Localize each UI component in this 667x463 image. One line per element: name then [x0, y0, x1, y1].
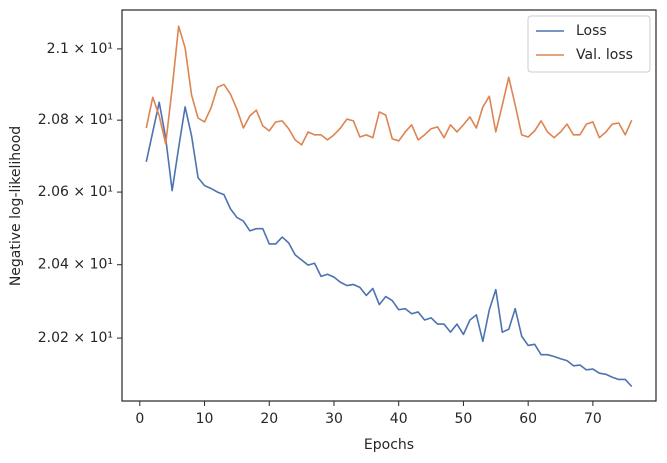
y-tick-label: 2.1 × 10¹: [47, 41, 113, 57]
x-axis-label: Epochs: [364, 437, 414, 453]
x-tick-label: 70: [584, 411, 602, 427]
x-tick-label: 40: [390, 411, 408, 427]
legend-box: [527, 15, 651, 73]
plot-frame: [121, 9, 657, 402]
y-tick-label: 2.08 × 10¹: [38, 112, 113, 128]
x-tick-label: 10: [196, 411, 214, 427]
line-series: [145, 25, 633, 146]
legend-label: Val. loss: [576, 47, 633, 63]
y-tick-label: 2.04 × 10¹: [38, 257, 113, 273]
y-tick-label: 2.06 × 10¹: [38, 184, 113, 200]
y-tick-label: 2.02 × 10¹: [38, 330, 113, 346]
line-series: [145, 101, 633, 388]
legend-label: Loss: [576, 23, 607, 39]
y-axis-label: Negative log-likelihood: [8, 126, 24, 286]
x-tick-label: 50: [455, 411, 473, 427]
x-tick-label: 20: [260, 411, 278, 427]
x-tick-label: 0: [135, 411, 144, 427]
x-tick-label: 60: [519, 411, 537, 427]
x-tick-label: 30: [325, 411, 343, 427]
